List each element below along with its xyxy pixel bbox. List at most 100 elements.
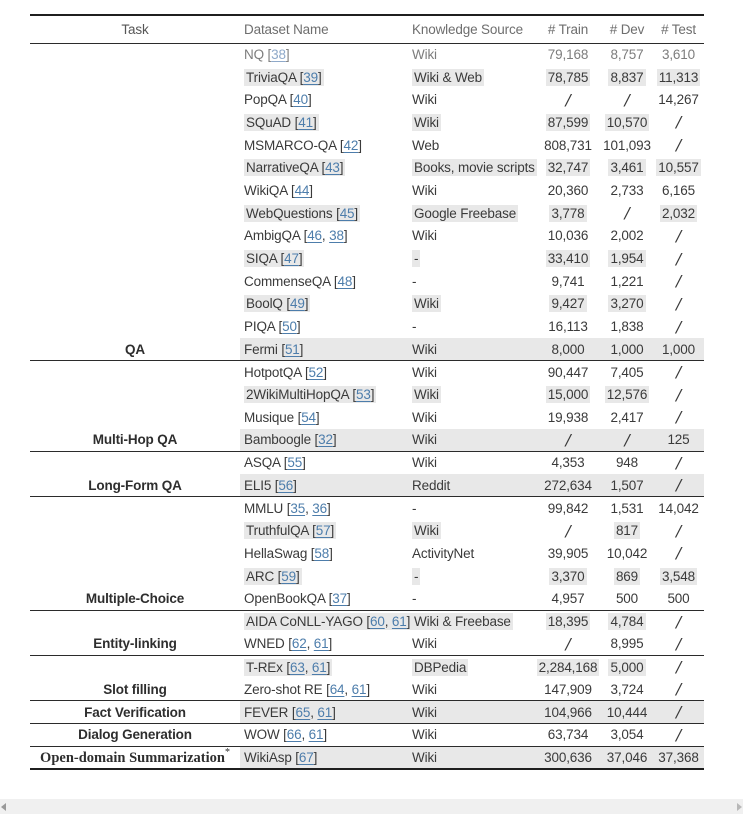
dataset-cell: Fermi [51]	[240, 337, 408, 362]
dataset-name: ARC [59]	[244, 567, 302, 585]
test-count-value: 14,267	[658, 92, 699, 108]
table-row: NarrativeQA [43] Books, movie scripts 32,7…	[30, 156, 704, 179]
dev-count-cell: 12,576	[601, 383, 653, 406]
knowledge-source-value: Wiki	[412, 636, 437, 652]
train-count-value: 33,410	[545, 250, 591, 268]
citation-link[interactable]: 38	[271, 47, 286, 63]
citation-link[interactable]: 49	[289, 296, 305, 312]
train-count-cell: 16,113	[535, 315, 601, 338]
dev-count-value: 3,270	[608, 295, 646, 313]
knowledge-source-cell: DBPedia	[408, 656, 535, 679]
citation-link[interactable]: 53	[355, 387, 371, 403]
dataset-name: NarrativeQA [43]	[244, 159, 346, 177]
dev-count-cell: 101,093	[601, 134, 653, 157]
citation-link[interactable]: 47	[284, 251, 299, 267]
dev-count-cell: /	[601, 88, 653, 111]
train-count-cell: 10,036	[535, 225, 601, 248]
test-count-value: /	[675, 226, 682, 245]
citation-link[interactable]: 51	[284, 341, 300, 357]
citation-link[interactable]: 59	[281, 568, 296, 584]
citation-link[interactable]: 45	[339, 205, 355, 221]
citation-link[interactable]: 66	[286, 727, 302, 743]
train-count-value: 18,395	[545, 613, 591, 631]
citation-link[interactable]: 67	[298, 749, 314, 765]
dataset-name-text: CommenseQA	[244, 273, 331, 289]
task-label-text: Open-domain Summarization	[40, 749, 225, 766]
citation-link[interactable]: 58	[314, 545, 330, 561]
citation-link[interactable]: 44	[294, 182, 310, 198]
citation-link[interactable]: 40	[293, 92, 308, 108]
knowledge-source-cell: Wiki	[408, 678, 535, 702]
knowledge-source-value: Wiki	[412, 727, 437, 743]
citation-link[interactable]: 62	[291, 636, 307, 652]
citation-link[interactable]: 56	[278, 477, 294, 493]
dev-count-cell: 1,507	[601, 474, 653, 498]
citation-link[interactable]: 61	[317, 704, 333, 720]
task-label-text: Dialog Generation	[78, 727, 192, 743]
citation-link[interactable]: 52	[308, 364, 324, 380]
citation-link[interactable]: 42	[343, 137, 359, 153]
citation-link[interactable]: 32	[318, 432, 333, 448]
horizontal-scrollbar[interactable]	[0, 799, 743, 814]
task-cell	[30, 111, 240, 134]
dataset-name-text: 2WikiMultiHopQA	[246, 387, 349, 403]
table-row: Entity-linking WNED [62, 61] Wiki / 8,995 /	[30, 632, 704, 657]
test-count-value: /	[675, 544, 682, 563]
citation-link[interactable]: 50	[282, 319, 297, 335]
train-count-cell: /	[535, 519, 601, 542]
dev-count-value: 3,461	[608, 159, 646, 177]
dataset-cell: ARC [59]	[240, 565, 408, 588]
dev-count-value: 817	[613, 522, 641, 540]
dev-count-value: 101,093	[603, 137, 651, 153]
scroll-right-arrow-icon[interactable]	[737, 803, 742, 811]
citation-link[interactable]: 43	[325, 160, 340, 176]
task-label: Slot filling	[103, 682, 167, 697]
dev-count-value: 1,000	[610, 341, 644, 357]
citation-link[interactable]: 41	[298, 114, 313, 130]
citation-link[interactable]: 64	[329, 681, 345, 697]
dataset-name-text: AmbigQA	[244, 228, 300, 244]
train-count-cell: 79,168	[535, 43, 601, 66]
dataset-name-text: NQ	[244, 47, 264, 63]
knowledge-source-cell: Books, movie scripts	[408, 156, 537, 179]
task-cell: Dialog Generation	[30, 723, 240, 747]
citation-link[interactable]: 63	[289, 659, 305, 675]
citation-link[interactable]: 61	[308, 727, 324, 743]
task-cell	[30, 383, 240, 406]
citation-link[interactable]: 37	[332, 591, 347, 607]
citation-link[interactable]: 61	[313, 636, 329, 652]
citation-link[interactable]: 61	[391, 614, 407, 630]
citation-link[interactable]: 54	[301, 409, 316, 425]
scroll-left-arrow-icon[interactable]	[1, 803, 6, 811]
knowledge-source-value: Wiki	[412, 92, 437, 108]
citation-link[interactable]: 46	[307, 228, 322, 244]
test-count-value: /	[675, 680, 682, 699]
dataset-cell: OpenBookQA [37]	[240, 587, 408, 611]
citation-link[interactable]: 61	[351, 681, 367, 697]
citation-link[interactable]: 60	[370, 614, 385, 630]
dataset-cell: PIQA [50]	[240, 315, 408, 338]
citation-link[interactable]: 38	[329, 228, 344, 244]
dataset-name: WikiQA [44]	[244, 182, 313, 198]
test-count-cell: /	[653, 519, 704, 542]
citation-link[interactable]: 57	[315, 523, 331, 539]
citation-link[interactable]: 35	[290, 500, 306, 516]
citation-link[interactable]: 36	[312, 500, 327, 516]
train-count-value: 15,000	[545, 386, 591, 404]
citation-link[interactable]: 55	[287, 455, 303, 471]
test-count-value: 37,368	[658, 749, 699, 765]
citation-link[interactable]: 39	[303, 69, 318, 85]
dev-count-value: 10,042	[606, 545, 648, 561]
dataset-name: MMLU [35, 36]	[244, 500, 331, 516]
dataset-cell: Zero-shot RE [64, 61]	[240, 678, 408, 702]
task-cell	[30, 66, 240, 89]
task-label: Long-Form QA	[88, 478, 182, 493]
test-count-value: 500	[667, 591, 690, 607]
dataset-cell: HotpotQA [52]	[240, 361, 408, 384]
citation-link[interactable]: 65	[295, 704, 311, 720]
test-count-cell: 37,368	[653, 746, 704, 769]
table-body: NQ [38] Wiki 79,168 8,757 3,610 TriviaQA [39]…	[30, 43, 704, 769]
citation-link[interactable]: 61	[311, 659, 327, 675]
test-count-cell: /	[653, 111, 704, 134]
citation-link[interactable]: 48	[337, 273, 353, 289]
